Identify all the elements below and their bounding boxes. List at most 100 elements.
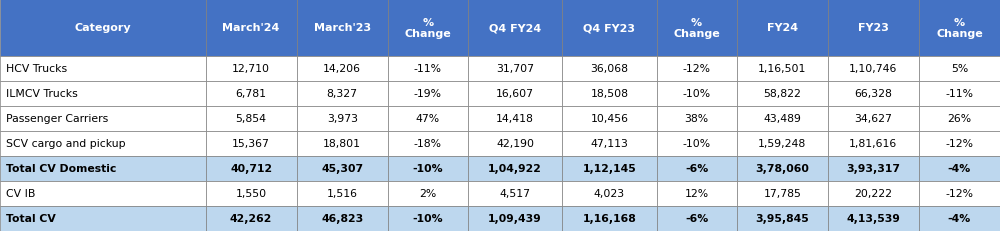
Bar [828,106,919,131]
Bar [0,131,206,156]
Bar [919,0,1000,57]
Text: -18%: -18% [414,139,442,149]
Bar [562,57,657,82]
Bar [737,106,828,131]
Text: 5,854: 5,854 [236,114,267,124]
Text: 3,93,317: 3,93,317 [846,164,900,174]
Bar [0,0,206,57]
Text: 3,973: 3,973 [327,114,358,124]
Bar [388,181,468,206]
Text: 10,456: 10,456 [590,114,628,124]
Text: -12%: -12% [945,189,973,199]
Text: Total CV Domestic: Total CV Domestic [6,164,116,174]
Bar [737,131,828,156]
Text: -19%: -19% [414,89,442,99]
Text: -10%: -10% [683,89,711,99]
Bar [919,106,1000,131]
Text: March'24: March'24 [222,23,280,33]
Bar [388,0,468,57]
Bar [0,206,206,231]
Bar [657,82,737,106]
Bar [562,0,657,57]
Text: Category: Category [74,23,131,33]
Text: 1,550: 1,550 [236,189,267,199]
Bar [919,131,1000,156]
Text: Q4 FY23: Q4 FY23 [583,23,635,33]
Text: 8,327: 8,327 [327,89,358,99]
Text: -12%: -12% [683,64,711,74]
Text: %
Change: % Change [936,18,983,39]
Text: 4,023: 4,023 [594,189,625,199]
Text: -11%: -11% [414,64,442,74]
Text: -6%: -6% [685,164,708,174]
Bar [206,57,297,82]
Text: 42,190: 42,190 [496,139,534,149]
Text: 12%: 12% [685,189,709,199]
Bar [206,156,297,181]
Bar [468,131,562,156]
Text: 46,823: 46,823 [321,214,363,224]
Text: -12%: -12% [945,139,973,149]
Text: 3,95,845: 3,95,845 [755,214,809,224]
Text: 3,78,060: 3,78,060 [755,164,809,174]
Text: 15,367: 15,367 [232,139,270,149]
Bar [206,106,297,131]
Bar [828,82,919,106]
Text: %
Change: % Change [404,18,451,39]
Text: -6%: -6% [685,214,708,224]
Text: 43,489: 43,489 [763,114,801,124]
Text: 1,09,439: 1,09,439 [488,214,542,224]
Bar [206,181,297,206]
Text: CV IB: CV IB [6,189,35,199]
Bar [297,106,388,131]
Bar [206,82,297,106]
Bar [206,206,297,231]
Bar [468,82,562,106]
Bar [468,0,562,57]
Text: 1,04,922: 1,04,922 [488,164,542,174]
Text: 34,627: 34,627 [854,114,892,124]
Text: 40,712: 40,712 [230,164,272,174]
Text: 47,113: 47,113 [591,139,628,149]
Text: -11%: -11% [945,89,973,99]
Bar [297,131,388,156]
Text: -4%: -4% [948,214,971,224]
Bar [562,181,657,206]
Text: Q4 FY24: Q4 FY24 [489,23,541,33]
Text: 5%: 5% [951,64,968,74]
Bar [828,131,919,156]
Bar [297,181,388,206]
Bar [468,156,562,181]
Bar [0,181,206,206]
Bar [297,57,388,82]
Text: 1,516: 1,516 [327,189,358,199]
Bar [468,106,562,131]
Bar [657,0,737,57]
Bar [388,106,468,131]
Bar [388,57,468,82]
Text: 36,068: 36,068 [590,64,628,74]
Bar [297,206,388,231]
Text: -10%: -10% [683,139,711,149]
Text: 17,785: 17,785 [763,189,801,199]
Text: 47%: 47% [416,114,440,124]
Bar [468,181,562,206]
Text: 4,13,539: 4,13,539 [846,214,900,224]
Bar [657,206,737,231]
Bar [737,82,828,106]
Bar [657,106,737,131]
Bar [206,131,297,156]
Bar [388,156,468,181]
Bar [297,0,388,57]
Text: 38%: 38% [685,114,709,124]
Bar [737,181,828,206]
Text: 1,81,616: 1,81,616 [849,139,897,149]
Text: 45,307: 45,307 [321,164,363,174]
Bar [828,57,919,82]
Bar [562,131,657,156]
Text: ILMCV Trucks: ILMCV Trucks [6,89,78,99]
Text: -4%: -4% [948,164,971,174]
Text: 26%: 26% [947,114,972,124]
Bar [919,206,1000,231]
Bar [657,156,737,181]
